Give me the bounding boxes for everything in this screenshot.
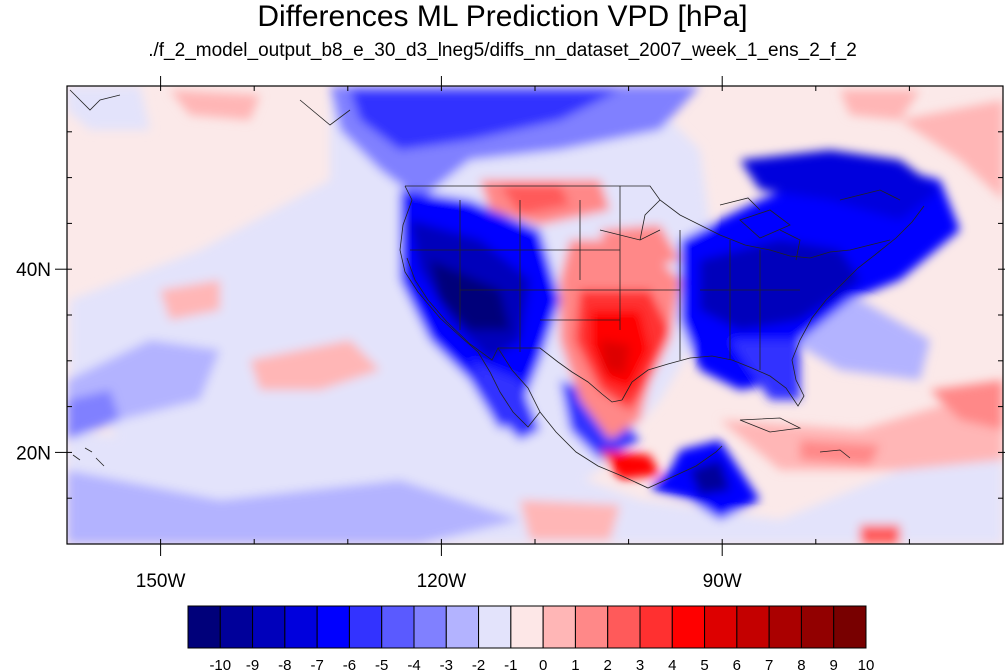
colorbar-label: -6 bbox=[343, 657, 356, 672]
colorbar-swatch bbox=[445, 605, 480, 649]
colorbar-swatch bbox=[542, 605, 576, 649]
colorbar bbox=[187, 605, 867, 649]
colorbar-swatch bbox=[639, 605, 673, 649]
colorbar-label: -7 bbox=[310, 657, 323, 672]
colorbar-swatch bbox=[510, 605, 544, 649]
colorbar-swatch bbox=[284, 605, 318, 649]
colorbar-swatch bbox=[187, 605, 221, 649]
figure-title: Differences ML Prediction VPD [hPa] bbox=[257, 0, 748, 33]
axis-ticks bbox=[55, 76, 1005, 556]
colorbar-label: 7 bbox=[765, 657, 773, 672]
colorbar-swatch bbox=[478, 605, 512, 649]
colorbar-swatch bbox=[316, 605, 350, 649]
colorbar-label: 2 bbox=[604, 657, 612, 672]
colorbar-label: 10 bbox=[858, 657, 875, 672]
difference-field bbox=[67, 86, 1003, 544]
colorbar-swatch bbox=[800, 605, 835, 649]
colorbar-labels: -10 -9 -8 -7 -6 -5 -4 -3 -2 -1 0 1 2 3 4 5 6 7 8 9 10 bbox=[209, 657, 874, 672]
colorbar-label: 4 bbox=[668, 657, 676, 672]
colorbar-label: -1 bbox=[504, 657, 517, 672]
colorbar-swatch bbox=[574, 605, 609, 649]
colorbar-label: 1 bbox=[571, 657, 579, 672]
figure-subtitle: ./f_2_model_output_b8_e_30_d3_lneg5/diff… bbox=[148, 40, 857, 61]
colorbar-swatch bbox=[607, 605, 641, 649]
lon-tick-label: 90W bbox=[703, 571, 742, 592]
lon-tick-label: 120W bbox=[417, 571, 467, 592]
axis-tick-labels: 150W 120W 90W 40N 20N bbox=[16, 260, 742, 592]
colorbar-label: 8 bbox=[797, 657, 805, 672]
colorbar-swatch bbox=[219, 605, 254, 649]
colorbar-label: -2 bbox=[472, 657, 485, 672]
colorbar-label: -8 bbox=[278, 657, 291, 672]
boundaries bbox=[69, 89, 925, 489]
colorbar-label: 3 bbox=[636, 657, 644, 672]
colorbar-label: 6 bbox=[733, 657, 741, 672]
lon-tick-label: 150W bbox=[136, 571, 186, 592]
colorbar-label: 5 bbox=[700, 657, 708, 672]
lat-tick-label: 40N bbox=[16, 260, 51, 281]
colorbar-swatch bbox=[736, 605, 770, 649]
colorbar-label: -9 bbox=[246, 657, 259, 672]
colorbar-label: -10 bbox=[209, 657, 231, 672]
colorbar-label: -5 bbox=[375, 657, 388, 672]
colorbar-label: -4 bbox=[407, 657, 420, 672]
colorbar-swatch bbox=[348, 605, 383, 649]
colorbar-label: -3 bbox=[440, 657, 453, 672]
colorbar-swatch bbox=[413, 605, 447, 649]
colorbar-swatch bbox=[833, 605, 867, 649]
lat-tick-label: 20N bbox=[16, 443, 51, 464]
colorbar-swatch bbox=[671, 605, 706, 649]
colorbar-swatch bbox=[768, 605, 802, 649]
colorbar-label: 0 bbox=[539, 657, 547, 672]
colorbar-swatch bbox=[704, 605, 738, 649]
colorbar-label: 9 bbox=[830, 657, 838, 672]
colorbar-swatch bbox=[252, 605, 286, 649]
colorbar-swatch bbox=[381, 605, 415, 649]
